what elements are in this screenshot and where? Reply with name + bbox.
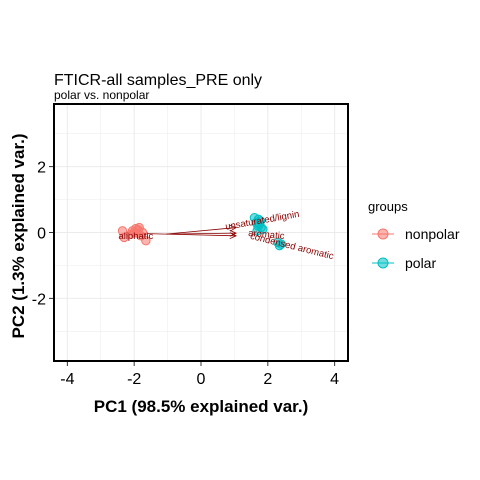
grid-lines [54, 104, 348, 361]
plot-border [53, 103, 349, 362]
loading-arrow [165, 233, 237, 237]
x-axis-ticks: -4 -2 0 2 4 [60, 362, 339, 388]
arrow-head [229, 232, 237, 240]
legend-entries: nonpolar polar [372, 226, 460, 271]
chart-subtitle: polar vs. nonpolar [54, 88, 149, 102]
y-tick-label: -2 [32, 291, 46, 308]
x-tick-label: -4 [60, 371, 74, 388]
legend-label-polar: polar [405, 255, 436, 271]
x-tick-label: 0 [197, 371, 206, 388]
legend-title: groups [368, 199, 408, 214]
y-tick-label: 0 [37, 226, 46, 243]
arrow-head [229, 229, 237, 237]
legend-label-nonpolar: nonpolar [405, 226, 460, 242]
data-points [117, 212, 286, 251]
x-axis-label: PC1 (98.5% explained var.) [94, 397, 309, 416]
loading-arrow [165, 232, 237, 235]
data-point-nonpolar [119, 232, 129, 243]
loading-label: aliphatic [118, 231, 153, 242]
legend-key-marker [377, 257, 389, 269]
data-point-polar [274, 240, 285, 251]
loading-label: condensed aromatic [249, 231, 335, 262]
loading-arrow [165, 227, 237, 235]
y-axis-ticks: -2 0 2 [32, 160, 53, 308]
legend: groups nonpolar polar [368, 199, 460, 271]
legend-key-marker [377, 228, 389, 240]
data-point-polar [252, 226, 262, 236]
data-point-polar [255, 216, 266, 226]
arrow-head [229, 224, 237, 232]
y-tick-label: 2 [37, 160, 46, 177]
y-axis-label: PC2 (1.3% explained var.) [9, 133, 28, 338]
x-tick-label: -2 [127, 371, 141, 388]
x-tick-label: 2 [263, 371, 272, 388]
data-point-nonpolar [134, 222, 144, 233]
data-point-nonpolar [141, 236, 151, 246]
loading-label: aromatic [248, 228, 285, 242]
x-tick-label: 4 [330, 371, 339, 388]
chart-title: FTICR-all samples_PRE only [54, 72, 262, 89]
